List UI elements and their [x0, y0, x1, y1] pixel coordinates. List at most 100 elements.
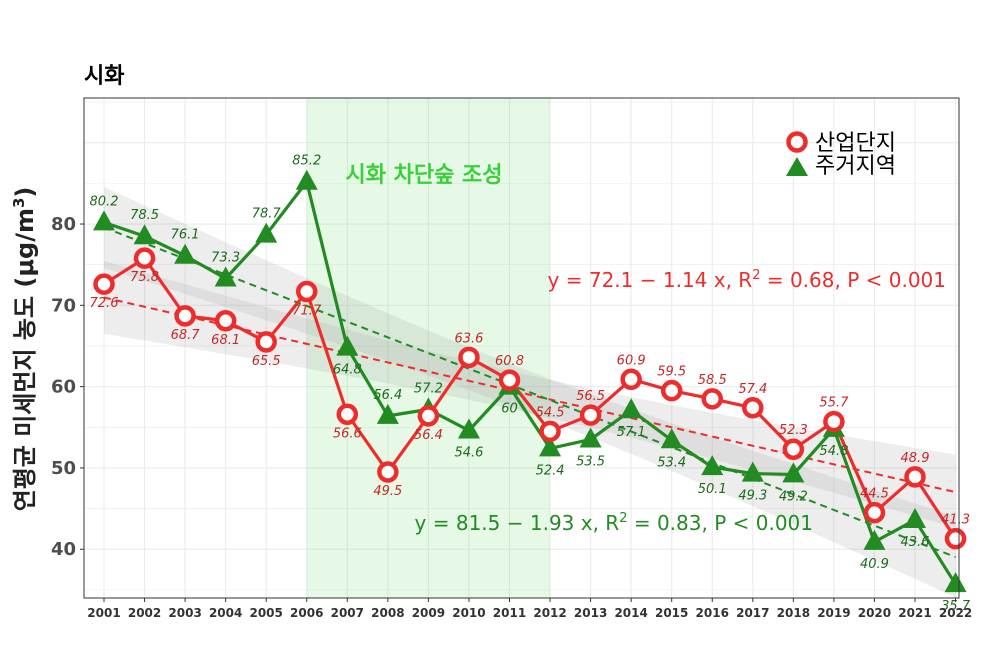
data-label-industrial: 68.1: [211, 333, 240, 348]
series-line-industrial: [103, 256, 957, 540]
x-tick-label: 2019: [817, 606, 850, 620]
x-tick-label: 2001: [87, 606, 120, 620]
x-tick-label: 2002: [128, 606, 161, 620]
data-label-residential: 35.7: [941, 599, 971, 614]
data-label-residential: 53.5: [576, 454, 605, 469]
marker-residential: [133, 224, 156, 245]
x-tick-label: 2006: [290, 606, 323, 620]
x-tick-label: 2007: [331, 606, 364, 620]
marker-residential: [579, 427, 602, 448]
data-label-residential: 54.6: [454, 446, 483, 461]
data-label-industrial: 56.5: [576, 389, 605, 404]
x-tick-label: 2015: [655, 606, 688, 620]
data-label-industrial: 65.5: [252, 354, 281, 369]
data-label-residential: 53.4: [657, 455, 686, 470]
marker-residential: [904, 507, 926, 528]
legend-marker-industrial: [786, 131, 808, 153]
marker-industrial: [944, 527, 967, 550]
x-tick-label: 2011: [493, 606, 526, 620]
legend-label-residential: 주거지역: [815, 154, 896, 179]
data-label-industrial: 63.6: [454, 331, 483, 346]
x-tick-label: 2014: [614, 606, 647, 620]
y-tick-label: 50: [51, 458, 76, 479]
marker-residential: [620, 398, 643, 419]
data-label-industrial: 58.5: [698, 373, 727, 388]
marker-industrial: [823, 410, 845, 433]
x-tick-label: 2003: [168, 606, 201, 620]
data-label-residential: 40.9: [860, 557, 889, 572]
data-label-residential: 78.7: [252, 207, 282, 222]
data-label-residential: 49.2: [779, 489, 808, 504]
data-label-industrial: 44.5: [860, 487, 889, 502]
x-tick-label: 2022: [939, 606, 972, 620]
marker-industrial: [620, 368, 642, 391]
data-label-industrial: 60.9: [617, 353, 646, 368]
data-label-residential: 78.5: [130, 208, 159, 223]
marker-residential: [295, 169, 318, 190]
marker-industrial: [93, 273, 115, 295]
data-label-industrial: 72.6: [90, 296, 119, 311]
marker-residential: [944, 572, 967, 593]
marker-residential: [539, 436, 562, 457]
data-label-industrial: 54.5: [536, 405, 565, 420]
marker-residential: [255, 222, 278, 243]
x-tick-label: 2017: [736, 606, 769, 620]
x-tick-label: 2004: [209, 606, 242, 620]
x-tick-label: 2013: [574, 606, 607, 620]
data-label-residential: 57.2: [414, 381, 443, 396]
equation-residential: y = 81.5 − 1.93 x, R2 = 0.83, P < 0.001: [415, 511, 813, 535]
chart-title: 시화: [84, 64, 124, 89]
plot-panel: [84, 98, 959, 598]
marker-industrial: [904, 466, 926, 488]
y-tick-label: 40: [51, 539, 76, 560]
x-tick-label: 2012: [533, 606, 566, 620]
y-tick-label: 60: [51, 377, 76, 398]
marker-industrial: [660, 379, 683, 402]
data-label-industrial: 55.7: [819, 396, 849, 411]
data-label-residential: 64.8: [333, 363, 362, 378]
data-label-industrial: 41.3: [941, 513, 970, 528]
trend-line-residential: [103, 226, 956, 558]
data-label-industrial: 56.6: [333, 426, 362, 441]
marker-industrial: [377, 461, 399, 483]
x-tick-label: 2009: [412, 606, 445, 620]
marker-industrial: [174, 305, 196, 327]
data-label-residential: 57.1: [617, 425, 646, 440]
marker-industrial: [782, 438, 805, 460]
data-labels: 72.6 75.8 68.7 68.1 65.5 71.7 56.6 49.5 56.4 63.6…: [90, 154, 971, 614]
marker-residential: [214, 266, 237, 287]
data-label-industrial: 60.8: [495, 354, 524, 369]
data-label-residential: 60: [501, 402, 518, 417]
marker-residential: [174, 243, 197, 264]
x-tick-label: 2005: [249, 606, 282, 620]
marker-industrial: [336, 403, 359, 426]
data-label-residential: 56.4: [373, 388, 402, 403]
marker-residential: [93, 210, 115, 231]
marker-industrial: [296, 280, 318, 303]
data-label-residential: 54.8: [819, 444, 848, 459]
marker-industrial: [458, 346, 480, 369]
x-tick-label: 2008: [371, 606, 404, 620]
x-tick-label: 2018: [777, 606, 810, 620]
y-tick-label: 80: [51, 214, 76, 235]
marker-industrial: [417, 405, 440, 427]
marker-industrial: [539, 420, 561, 443]
legend-marker-residential: [786, 157, 808, 176]
marker-industrial: [255, 331, 277, 353]
series-lines: [103, 180, 957, 586]
marker-industrial: [863, 501, 886, 524]
legend: 산업단지 주거지역: [786, 131, 896, 179]
series-markers: [93, 169, 967, 593]
marker-industrial: [498, 369, 521, 391]
event-label: 시화 차단숲 조성: [346, 163, 503, 188]
data-label-industrial: 68.7: [171, 328, 201, 343]
marker-residential: [741, 461, 764, 482]
marker-industrial: [214, 310, 237, 332]
data-label-industrial: 56.4: [414, 428, 443, 443]
data-label-industrial: 59.5: [657, 365, 686, 380]
y-axis-label: 연평균 미세먼지 농도 (μg/m3): [10, 187, 39, 512]
data-label-residential: 80.2: [90, 194, 119, 209]
series-line-residential: [103, 180, 957, 586]
equation-industrial: y = 72.1 − 1.14 x, R2 = 0.68, P < 0.001: [548, 268, 946, 292]
